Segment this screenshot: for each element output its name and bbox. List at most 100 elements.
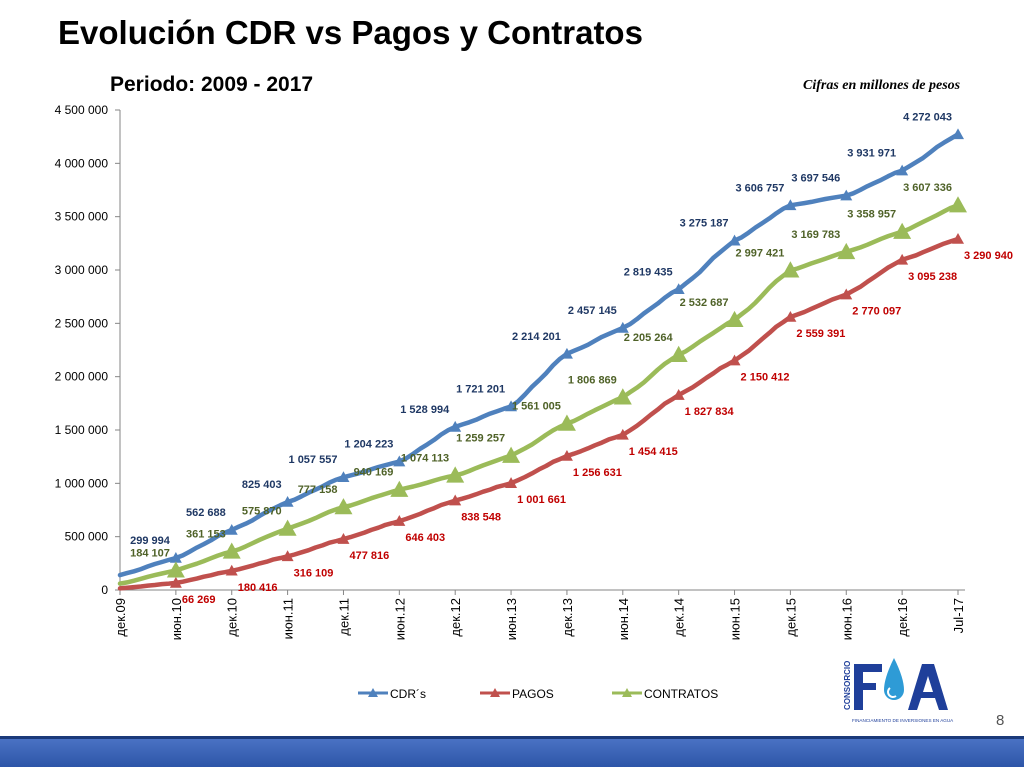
y-tick-label: 1 000 000	[55, 476, 109, 490]
legend-label: PAGOS	[512, 687, 554, 700]
series-marker	[840, 189, 853, 201]
x-tick-label: июн.11	[281, 598, 296, 639]
series-marker	[949, 196, 967, 213]
x-tick-label: дек.09	[113, 598, 128, 637]
series-marker	[278, 519, 297, 536]
data-label: 1 454 415	[629, 446, 678, 458]
x-tick-label: июн.14	[616, 598, 631, 640]
series-marker	[393, 515, 406, 526]
series-marker	[390, 480, 409, 497]
data-label: 3 358 957	[847, 209, 896, 221]
data-label: 562 688	[186, 507, 226, 519]
series-marker	[616, 428, 629, 440]
chart-axes: 0 500 000 1 000 000 1 500 000 2 000 000 2 500…	[55, 103, 966, 640]
series-marker	[449, 420, 462, 432]
data-label: 3 697 546	[791, 173, 840, 185]
data-label: 2 559 391	[796, 328, 845, 340]
series-marker	[896, 164, 909, 176]
data-label: 66 269	[182, 594, 216, 606]
data-label: 838 548	[461, 512, 501, 524]
series-marker	[952, 128, 964, 140]
y-tick-label: 2 000 000	[55, 370, 109, 384]
series-marker	[784, 310, 797, 322]
series-marker	[505, 400, 518, 412]
series-marker	[281, 550, 294, 562]
data-label: 2 205 264	[624, 332, 674, 344]
footer-bar	[0, 736, 1024, 767]
series-marker	[952, 232, 964, 244]
series-marker	[560, 347, 573, 359]
x-tick-label: июн.12	[392, 598, 407, 640]
slide-title: Evolución CDR vs Pagos y Contratos	[58, 14, 643, 51]
data-label: 3 607 336	[903, 182, 952, 194]
data-label: 646 403	[405, 532, 445, 544]
y-tick-label: 3 000 000	[55, 263, 109, 277]
y-tick-label: 0	[101, 583, 108, 597]
x-tick-label: июн.16	[839, 598, 854, 640]
data-label: 1 256 631	[573, 467, 622, 479]
series-marker	[669, 345, 688, 362]
series-marker	[281, 495, 294, 507]
page-number: 8	[996, 712, 1005, 729]
series-marker	[613, 388, 632, 405]
y-tick-label: 500 000	[65, 530, 109, 544]
series-marker	[672, 283, 685, 295]
x-tick-label: дек.11	[336, 598, 351, 636]
data-label: 1 528 994	[400, 404, 450, 416]
series-marker	[672, 389, 685, 400]
series-line	[117, 132, 961, 578]
data-label: 3 931 971	[847, 148, 896, 160]
series-marker	[840, 288, 853, 300]
series-marker	[334, 498, 353, 515]
series-marker	[225, 564, 238, 576]
data-label: 180 416	[238, 582, 278, 594]
data-label: 4 272 043	[903, 111, 952, 123]
series-marker	[337, 471, 350, 482]
data-label: 1 259 257	[456, 433, 505, 445]
legend-marker	[622, 688, 632, 697]
series-marker	[169, 576, 182, 588]
x-tick-label: дек.10	[225, 598, 240, 637]
data-label: 2 997 421	[735, 247, 784, 259]
x-tick-label: дек.15	[783, 598, 798, 637]
data-label: 1 204 223	[344, 439, 393, 451]
y-tick-label: 3 500 000	[55, 210, 109, 224]
data-label: 2 532 687	[680, 297, 729, 309]
data-label: 1 561 005	[512, 400, 561, 412]
series-marker	[502, 446, 521, 463]
chart-series	[117, 128, 967, 591]
logo-side-text: CONSORCIO	[843, 661, 852, 710]
x-tick-label: дек.13	[560, 598, 575, 637]
data-label: 3 275 187	[680, 218, 729, 230]
series-line	[117, 236, 961, 591]
x-tick-label: июн.10	[169, 598, 184, 640]
data-label: 1 806 869	[568, 374, 617, 386]
series-line	[117, 202, 961, 586]
series-marker	[728, 354, 741, 366]
data-label: 316 109	[294, 567, 334, 579]
data-label: 1 057 557	[289, 454, 338, 466]
series-marker	[505, 477, 518, 488]
x-tick-label: дек.14	[672, 598, 687, 637]
series-marker	[728, 234, 741, 246]
data-label: 3 290 940	[964, 250, 1013, 262]
x-tick-label: июн.13	[504, 598, 519, 640]
series-marker	[893, 222, 912, 239]
x-tick-label: Jul-17	[951, 598, 966, 633]
data-label: 2 819 435	[624, 266, 673, 278]
data-label: 3 095 238	[908, 271, 957, 283]
series-marker	[557, 414, 576, 431]
units-note: Cifras en millones de pesos	[803, 78, 961, 93]
legend-marker	[490, 688, 500, 697]
series-marker	[169, 552, 182, 563]
series-marker	[784, 199, 797, 211]
data-label: 2 770 097	[852, 306, 901, 318]
series-marker	[166, 561, 185, 578]
data-label: 2 150 412	[741, 372, 790, 384]
series-marker	[725, 310, 744, 328]
series-marker	[393, 455, 406, 467]
series-marker	[446, 466, 465, 483]
fia-logo: CONSORCIO FINANCIAMIENTO DE INVERSIONES …	[822, 648, 972, 728]
data-label: 2 457 145	[568, 305, 617, 317]
series-marker	[616, 321, 629, 333]
